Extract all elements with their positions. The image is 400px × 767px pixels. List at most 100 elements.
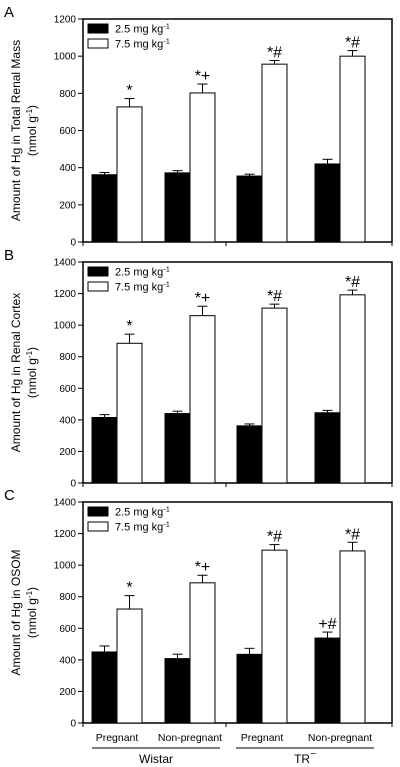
legend-sup: -1 [163, 265, 170, 274]
y-axis-unit-main: (nmol g [25, 598, 39, 638]
bar-s0-c2 [236, 425, 263, 484]
bar-s0-c0 [91, 174, 118, 243]
y-tick-label: 800 [59, 352, 76, 363]
legend-text: 2.5 mg kg [115, 507, 163, 519]
panel-label: B [4, 247, 14, 264]
significance-mark: * [126, 318, 132, 335]
y-axis-label-line1: Amount of Hg in Renal Cortex [9, 293, 23, 452]
legend-sup: -1 [163, 37, 170, 46]
legend: 2.5 mg kg-17.5 mg kg-1 [87, 265, 170, 294]
y-tick-label: 400 [59, 415, 76, 426]
bar-s0-c2 [236, 653, 263, 724]
y-axis-label: Amount of Hg in Renal Cortex [9, 293, 23, 452]
y-axis-unit: (nmol g-1) [25, 105, 39, 156]
category-label: Non-pregnant [158, 732, 222, 744]
legend-swatch-0 [87, 266, 109, 277]
y-tick-label: 1400 [54, 498, 77, 509]
bar-s1-c1 [189, 92, 216, 243]
legend-sup: -1 [163, 520, 170, 529]
bar-s1-c3 [339, 55, 366, 243]
y-axis-unit-end: ) [25, 105, 39, 109]
significance-mark: * [126, 580, 132, 597]
significance-mark: *+ [195, 559, 211, 576]
legend-label-0: 2.5 mg kg-1 [115, 505, 170, 519]
group-label-main: TR [294, 752, 310, 766]
legend-text: 7.5 mg kg [115, 282, 163, 294]
bar-s1-c2 [261, 307, 288, 484]
bar-s0-c2 [236, 175, 263, 243]
y-tick-label: 800 [59, 592, 76, 603]
legend-swatch-0 [87, 506, 109, 517]
y-axis-unit: (nmol g-1) [25, 587, 39, 638]
bar-s1-c2 [261, 63, 288, 243]
legend-swatch-1 [87, 281, 109, 292]
y-tick-label: 600 [59, 126, 76, 137]
legend-sup: -1 [163, 505, 170, 514]
bar-s0-c1 [164, 413, 191, 484]
y-tick-label: 800 [59, 89, 76, 100]
panel-label: A [4, 4, 14, 21]
group-label: TR− [294, 749, 316, 766]
y-tick-label: 0 [70, 719, 76, 730]
legend-swatch-1 [87, 38, 109, 49]
bar-s0-c1 [164, 658, 191, 724]
y-tick-label: 1400 [54, 258, 77, 269]
y-tick-label: 200 [59, 687, 76, 698]
chart-panel-a: A 0 200 400 600 800 1000 1200 Amount of Hg in To… [4, 4, 393, 249]
significance-mark: *# [345, 35, 360, 52]
bar-s0-c0 [91, 651, 118, 724]
legend-text: 2.5 mg kg [115, 267, 163, 279]
y-axis-unit-sup: -1 [25, 350, 34, 358]
y-axis-label-line1: Amount of Hg in Total Renal Mass [9, 40, 23, 221]
significance-mark: *# [267, 44, 282, 61]
y-tick-label: 0 [70, 238, 76, 249]
y-tick-label: 400 [59, 163, 76, 174]
significance-mark: * [126, 83, 132, 100]
y-tick-label: 1000 [54, 321, 77, 332]
chart-panel-b: B 0 200 400 600 800 1000 1200 1400 Amount of Hg i… [4, 247, 393, 490]
category-label: Pregnant [96, 732, 139, 744]
legend-sup: -1 [163, 280, 170, 289]
bar-s1-c1 [189, 315, 216, 484]
panel-label: C [4, 487, 15, 504]
bar-s0-c0 [91, 416, 118, 484]
y-axis-unit: (nmol g-1) [25, 347, 39, 398]
bar-s1-c1 [189, 582, 216, 724]
category-label: Pregnant [241, 732, 284, 744]
y-axis-unit-sup: -1 [25, 108, 34, 116]
legend-swatch-0 [87, 23, 109, 34]
significance-mark: *# [267, 529, 282, 546]
y-axis-label-line1: Amount of Hg in OSOM [9, 549, 23, 675]
bar-s1-c0 [116, 342, 143, 484]
legend-label-0: 2.5 mg kg-1 [115, 22, 170, 36]
group-label-main: Wistar [139, 752, 173, 766]
y-tick-label: 600 [59, 384, 76, 395]
significance-mark: *+ [195, 68, 211, 85]
bar-s0-c3 [314, 412, 341, 484]
y-tick-label: 200 [59, 200, 76, 211]
bar-s1-c0 [116, 106, 143, 243]
bar-s1-c3 [339, 294, 366, 484]
group-label-sup: − [310, 749, 316, 760]
legend-label-0: 2.5 mg kg-1 [115, 265, 170, 279]
significance-mark: +# [318, 616, 336, 633]
y-axis-unit-main: (nmol g [25, 116, 39, 156]
significance-mark: *+ [195, 290, 211, 307]
y-tick-label: 1200 [54, 529, 77, 540]
legend-label-1: 7.5 mg kg-1 [115, 520, 170, 534]
legend-text: 7.5 mg kg [115, 522, 163, 534]
significance-mark: *# [345, 526, 360, 543]
legend-label-1: 7.5 mg kg-1 [115, 37, 170, 51]
y-axis-unit-end: ) [25, 587, 39, 591]
y-tick-label: 0 [70, 479, 76, 490]
y-axis-unit-main: (nmol g [25, 358, 39, 398]
y-tick-label: 600 [59, 624, 76, 635]
y-tick-label: 400 [59, 655, 76, 666]
bar-s0-c3 [314, 637, 341, 724]
bar-s1-c3 [339, 550, 366, 724]
legend-swatch-1 [87, 521, 109, 532]
x-axis-categories: Pregnant Non-pregnant Pregnant Non-pregnant… [92, 732, 374, 766]
chart-panel-c: C 0 200 400 600 800 1000 1200 1400 Amount of Hg i… [4, 487, 393, 730]
y-tick-label: 1000 [54, 561, 77, 572]
